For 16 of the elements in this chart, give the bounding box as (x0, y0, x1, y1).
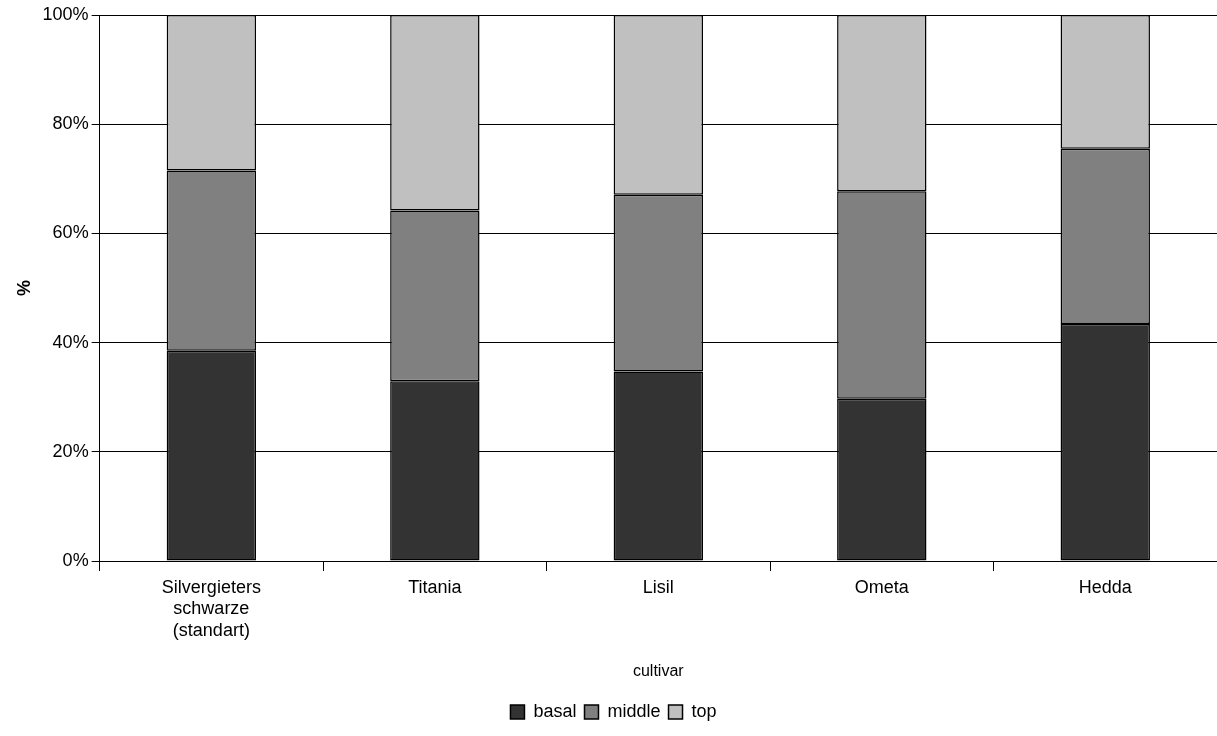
y-tick-label: 60% (52, 222, 89, 243)
x-axis-title: cultivar (632, 661, 685, 679)
y-tick-label: 40% (52, 331, 89, 352)
legend-label: basal (533, 700, 577, 721)
x-tick-label: Titania (408, 576, 463, 597)
legend-label: top (691, 700, 717, 721)
y-tick-label: 100% (42, 3, 89, 24)
y-axis-title: % (13, 279, 34, 297)
y-tick-label: 80% (52, 113, 89, 134)
x-tick-label: Lisil (642, 576, 674, 597)
y-tick-label: 20% (52, 440, 89, 461)
y-tick-label: 0% (62, 549, 89, 570)
x-tick-label: Hedda (1078, 576, 1133, 597)
x-tick-label: Ometa (854, 576, 910, 597)
legend-label: middle (607, 700, 661, 721)
x-tick-label: Silvergieters schwarze (standart) (161, 576, 261, 640)
